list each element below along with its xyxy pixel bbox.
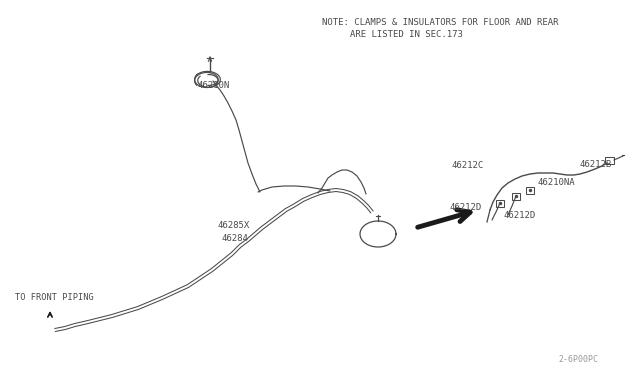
Text: 46212D: 46212D — [449, 203, 481, 212]
Text: 46210NA: 46210NA — [537, 178, 575, 187]
Text: 46212D: 46212D — [504, 211, 536, 220]
Text: TO FRONT PIPING: TO FRONT PIPING — [15, 293, 93, 302]
Text: NOTE: CLAMPS & INSULATORS FOR FLOOR AND REAR: NOTE: CLAMPS & INSULATORS FOR FLOOR AND … — [322, 18, 559, 27]
Text: 46285X: 46285X — [218, 221, 250, 230]
Text: 46212B: 46212B — [579, 160, 611, 169]
Text: ARE LISTED IN SEC.173: ARE LISTED IN SEC.173 — [350, 30, 463, 39]
Text: 46212C: 46212C — [452, 161, 484, 170]
Bar — [512, 193, 520, 200]
Text: 2-6P00PC: 2-6P00PC — [558, 355, 598, 364]
Bar — [496, 200, 504, 207]
Text: 46284: 46284 — [222, 234, 249, 243]
Text: 46210N: 46210N — [198, 81, 230, 90]
Bar — [526, 187, 534, 194]
Bar — [605, 157, 614, 164]
